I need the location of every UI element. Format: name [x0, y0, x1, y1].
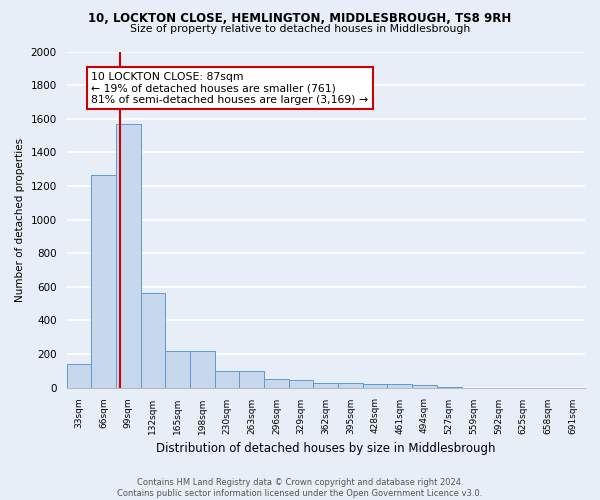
Bar	[437, 386, 461, 388]
Bar	[190, 352, 215, 388]
Bar	[91, 175, 116, 388]
Bar	[165, 352, 190, 388]
Bar	[313, 384, 338, 388]
Bar	[388, 384, 412, 388]
Bar	[215, 371, 239, 388]
Bar	[289, 380, 313, 388]
Bar	[116, 124, 140, 388]
Bar	[264, 379, 289, 388]
Y-axis label: Number of detached properties: Number of detached properties	[15, 138, 25, 302]
Bar	[239, 371, 264, 388]
Text: Contains HM Land Registry data © Crown copyright and database right 2024.
Contai: Contains HM Land Registry data © Crown c…	[118, 478, 482, 498]
Bar	[412, 385, 437, 388]
Bar	[338, 384, 363, 388]
Bar	[363, 384, 388, 388]
Text: 10, LOCKTON CLOSE, HEMLINGTON, MIDDLESBROUGH, TS8 9RH: 10, LOCKTON CLOSE, HEMLINGTON, MIDDLESBR…	[88, 12, 512, 26]
Bar	[140, 292, 165, 388]
Text: 10 LOCKTON CLOSE: 87sqm
← 19% of detached houses are smaller (761)
81% of semi-d: 10 LOCKTON CLOSE: 87sqm ← 19% of detache…	[91, 72, 368, 105]
Bar	[67, 364, 91, 388]
Text: Size of property relative to detached houses in Middlesbrough: Size of property relative to detached ho…	[130, 24, 470, 34]
X-axis label: Distribution of detached houses by size in Middlesbrough: Distribution of detached houses by size …	[156, 442, 496, 455]
